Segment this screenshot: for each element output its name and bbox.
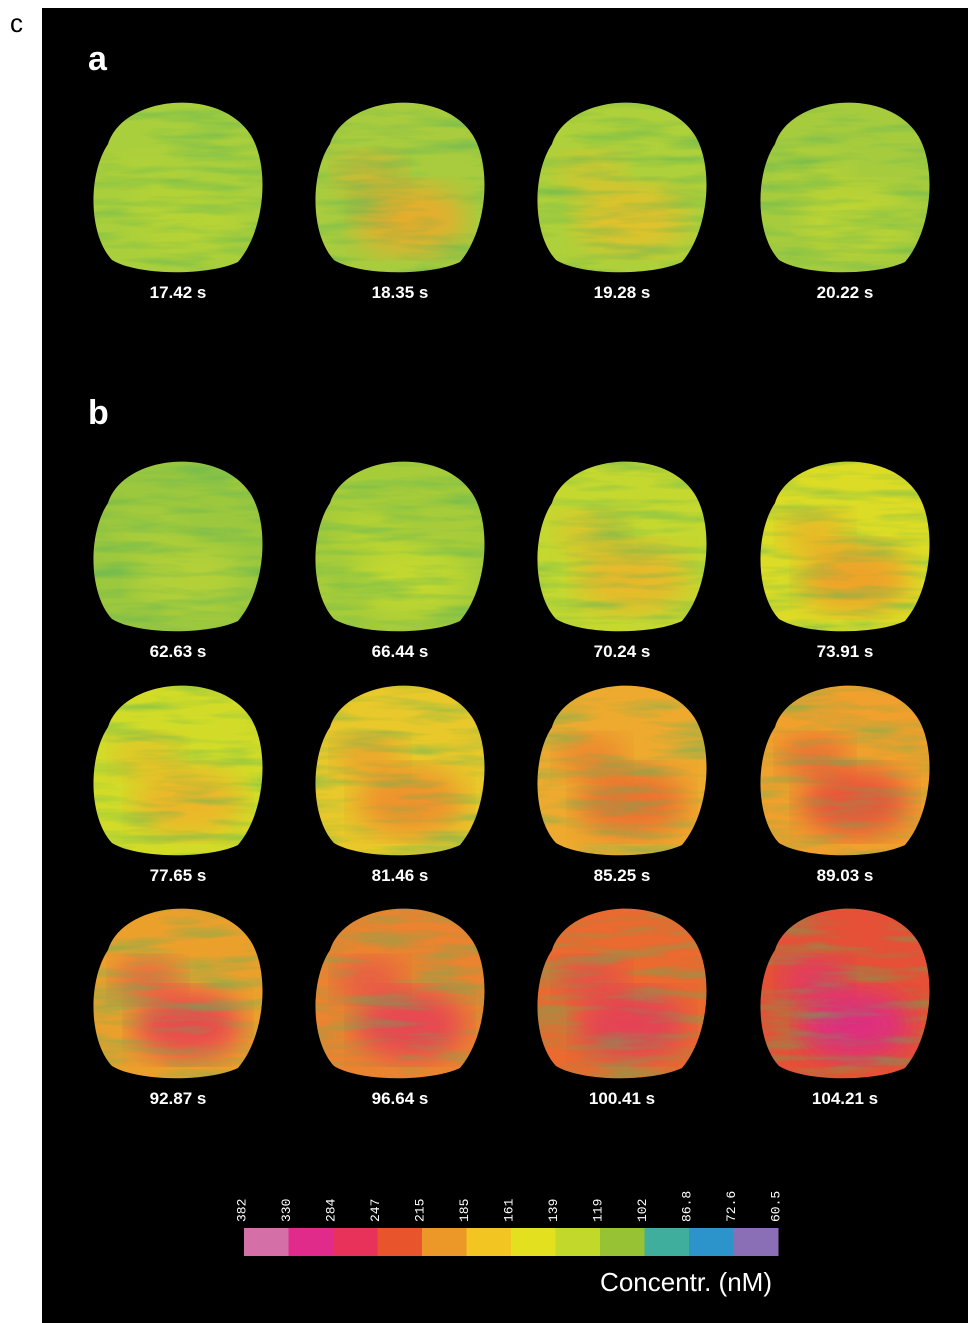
colorbar-segment — [689, 1228, 734, 1256]
time-label: 19.28 s — [594, 283, 651, 302]
colorbar-tick-label: 330 — [279, 1199, 294, 1222]
colorbar-segment — [244, 1228, 289, 1256]
colorbar-tick-label: 247 — [368, 1199, 383, 1222]
time-label: 89.03 s — [817, 866, 874, 885]
colorbar-tick-label: 215 — [412, 1199, 427, 1222]
colorbar-tick-label: 185 — [457, 1199, 472, 1222]
colorbar-segment — [645, 1228, 690, 1256]
colorbar-tick-label: 119 — [590, 1199, 605, 1222]
colorbar-tick-label: 382 — [234, 1199, 249, 1222]
panel-label: b — [88, 394, 109, 432]
time-label: 77.65 s — [150, 866, 207, 885]
colorbar-tick-label: 102 — [635, 1199, 650, 1222]
time-label: 20.22 s — [817, 283, 874, 302]
time-label: 70.24 s — [594, 642, 651, 661]
time-label: 104.21 s — [812, 1089, 878, 1108]
time-label: 66.44 s — [372, 642, 429, 661]
colorbar-tick-label: 139 — [546, 1199, 561, 1222]
colorbar-segment — [289, 1228, 334, 1256]
time-label: 96.64 s — [372, 1089, 429, 1108]
time-label: 17.42 s — [150, 283, 207, 302]
colorbar-segment — [467, 1228, 512, 1256]
colorbar-segment — [422, 1228, 467, 1256]
colorbar-tick-label: 161 — [501, 1198, 516, 1222]
time-label: 73.91 s — [817, 642, 874, 661]
colorbar-tick-label: 284 — [323, 1198, 338, 1222]
figure-label: c — [10, 8, 23, 38]
colorbar-tick-label: 72.6 — [724, 1191, 739, 1222]
colorbar-segment — [511, 1228, 556, 1256]
time-label: 92.87 s — [150, 1089, 207, 1108]
colorbar-label: Concentr. (nM) — [600, 1267, 772, 1297]
colorbar-segment — [600, 1228, 645, 1256]
time-label: 18.35 s — [372, 283, 429, 302]
colorbar-segment — [378, 1228, 423, 1256]
figure: c a b Concentr. (nM) 17.42 s 18.35 s 19.28… — [0, 0, 968, 1323]
page: { "figure_label": "c", "sections": [ {"l… — [0, 0, 968, 1323]
colorbar-tick-label: 60.5 — [768, 1191, 783, 1222]
colorbar-segment — [556, 1228, 601, 1256]
colorbar-segment — [333, 1228, 378, 1256]
panel-label: a — [88, 40, 108, 78]
colorbar-tick-label: 86.8 — [679, 1191, 694, 1222]
colorbar-segment — [734, 1228, 779, 1256]
time-label: 81.46 s — [372, 866, 429, 885]
time-label: 62.63 s — [150, 642, 207, 661]
time-label: 100.41 s — [589, 1089, 655, 1108]
time-label: 85.25 s — [594, 866, 651, 885]
